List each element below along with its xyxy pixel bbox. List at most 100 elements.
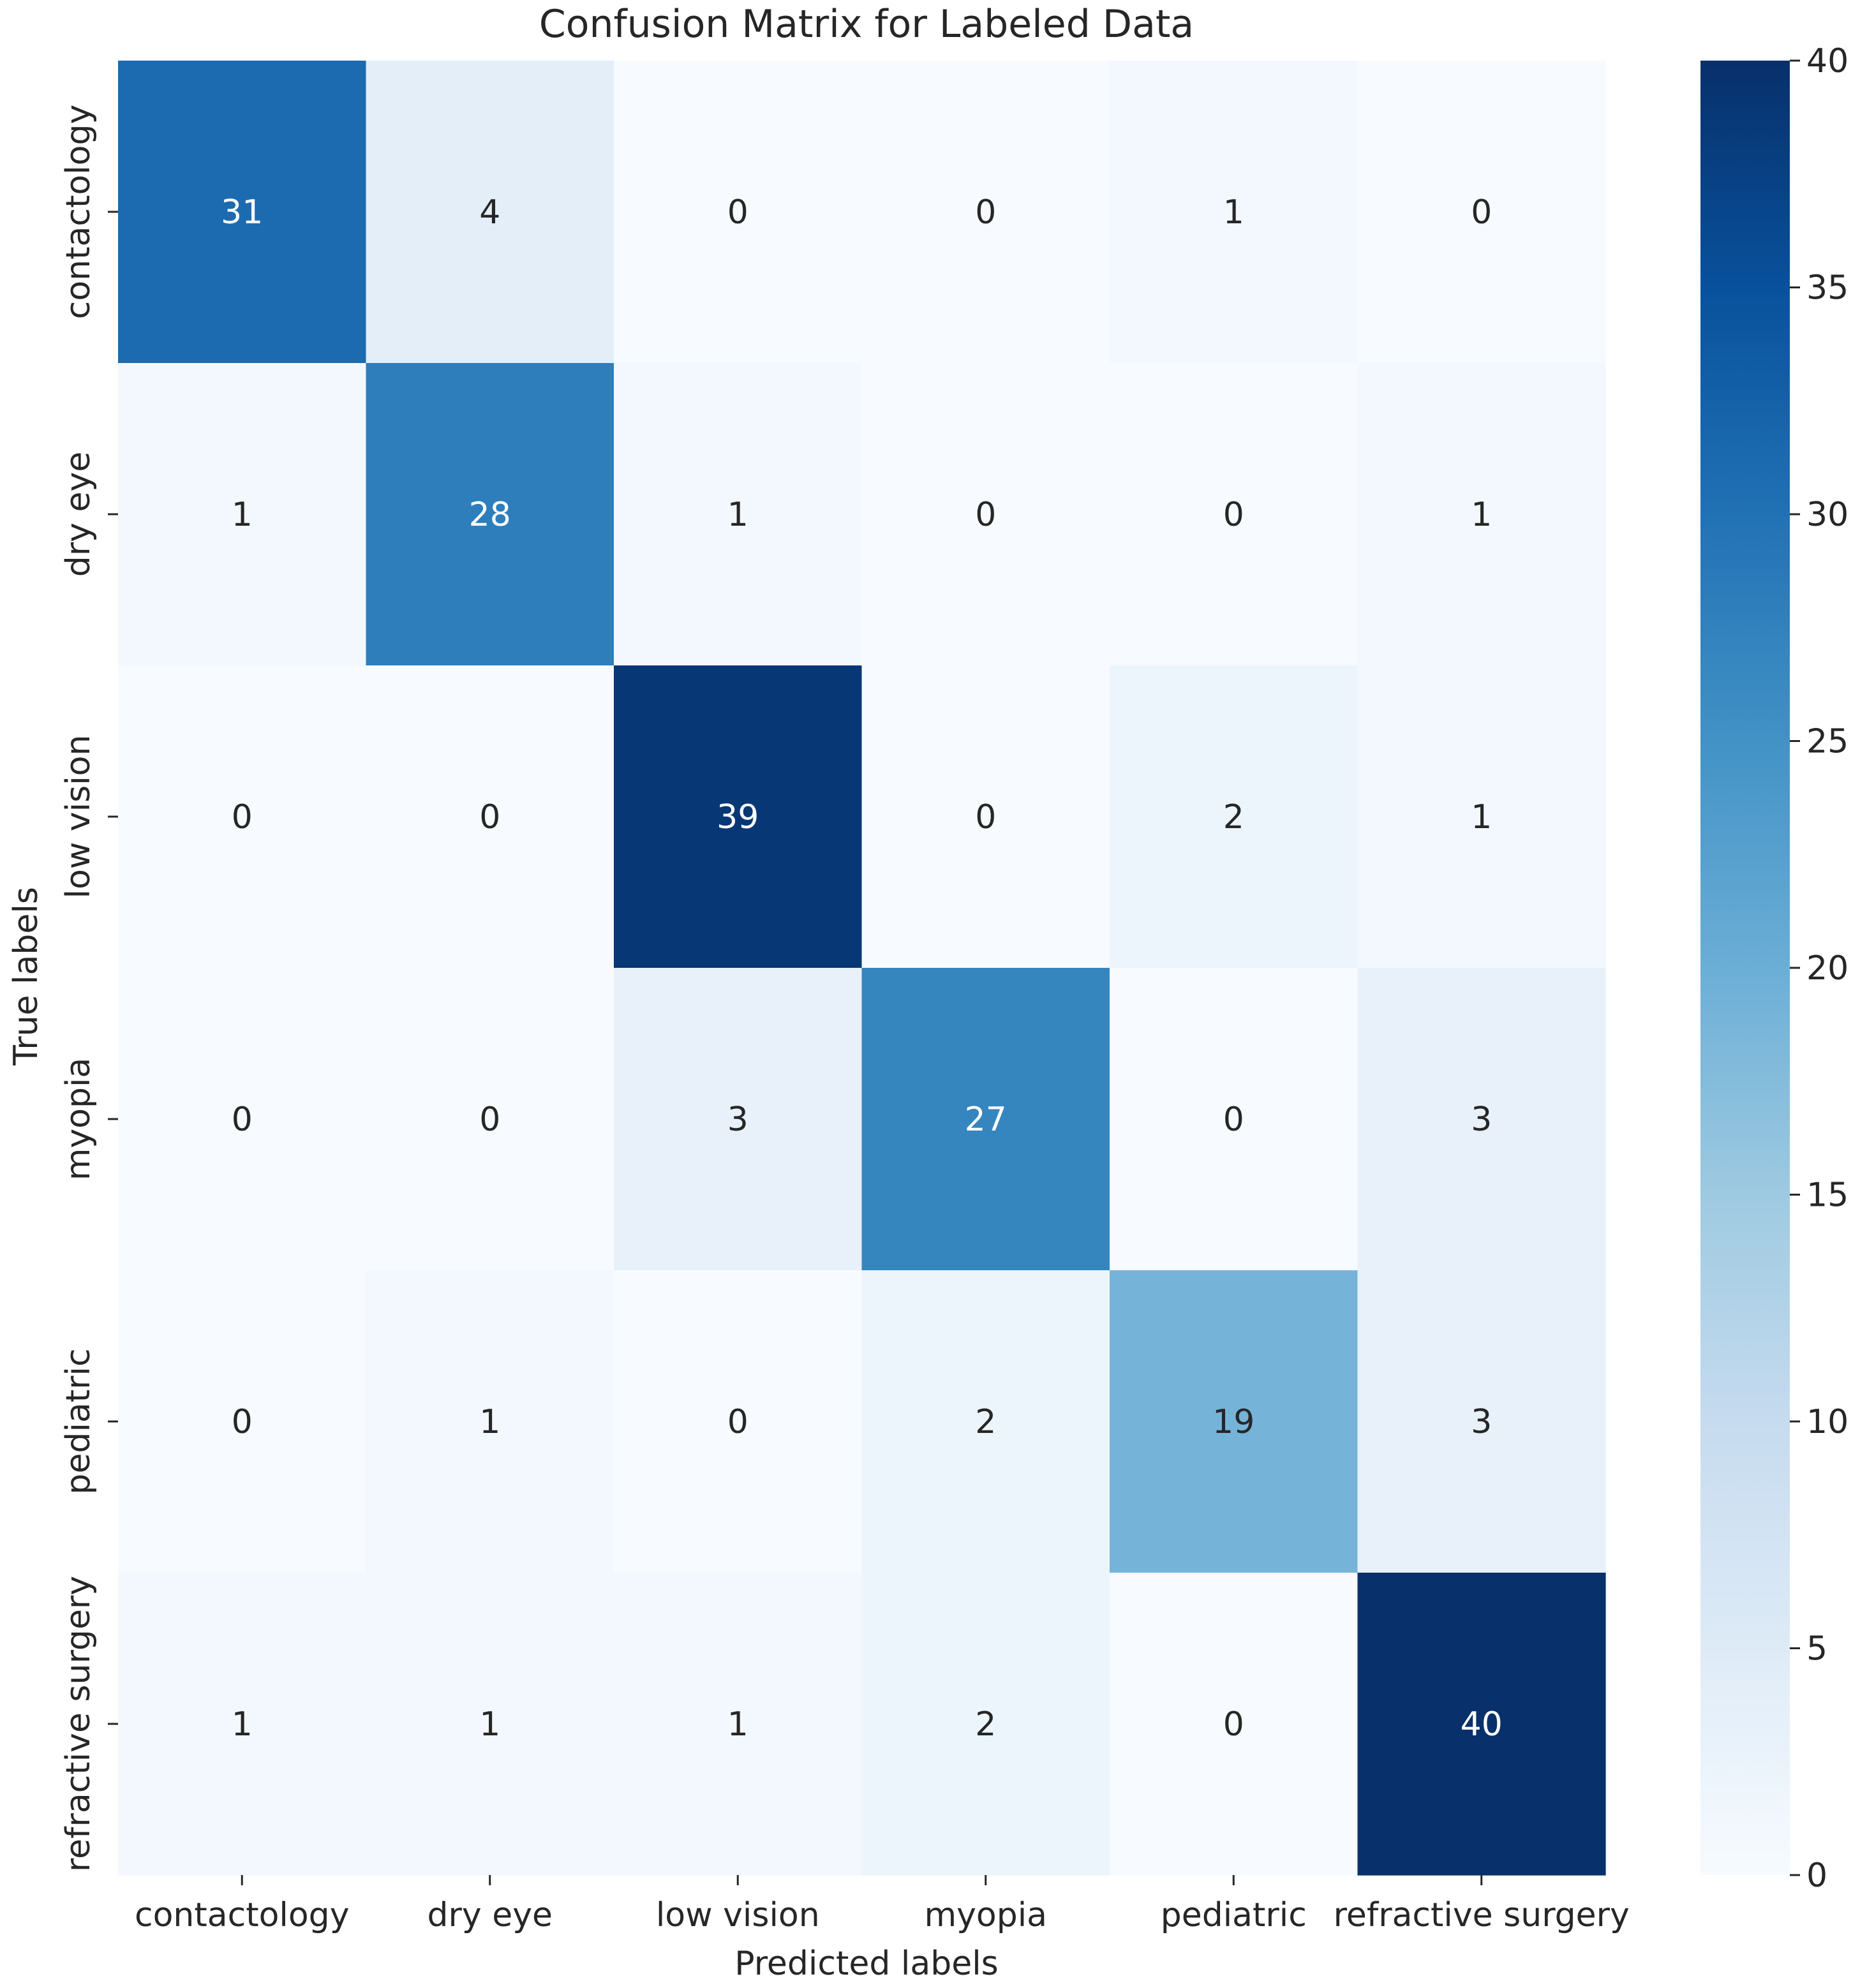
y-tick-label: dry eye [59,452,98,577]
colorbar-tick-label: 35 [1806,269,1849,308]
colorbar-gradient [1700,61,1790,1875]
heatmap-cell-pediatric-refractive-surgery [1357,1270,1606,1573]
x-axis-label: Predicted labels [734,1945,999,1983]
heatmap-cell-myopia-contactology [118,968,367,1271]
heatmap-cell-low-vision-low-vision [614,665,863,968]
heatmap-cell-pediatric-low-vision [614,1270,863,1573]
cell-value-label: 39 [717,798,759,836]
heatmap-cell-dry-eye-refractive-surgery [1357,363,1606,666]
cell-value-label: 0 [232,1403,253,1441]
x-tick-label: contactology [135,1896,349,1934]
cell-value-label: 0 [1223,1101,1244,1139]
y-tick-label: low vision [59,735,98,899]
cell-value-label: 0 [1471,193,1492,232]
cell-value-label: 0 [1223,1705,1244,1744]
x-tick-label: myopia [924,1896,1047,1934]
cell-value-label: 0 [232,1101,253,1139]
y-tick-label: contactology [59,105,98,319]
x-tick-label: low vision [656,1896,820,1934]
heatmap-cell-refractive-surgery-myopia [861,1573,1110,1876]
heatmap-cell-pediatric-pediatric [1110,1270,1358,1573]
heatmap-cell-dry-eye-dry-eye [366,363,614,666]
heatmap-cell-refractive-surgery-pediatric [1110,1573,1358,1876]
x-axis-ticks: contactology dry eye low vision myopia pedia… [135,1875,1630,1934]
cell-value-label: 0 [727,193,748,232]
colorbar-tick-label: 40 [1806,42,1849,80]
cell-value-label: 0 [479,798,500,836]
cell-value-label: 1 [1223,193,1244,232]
cell-value-label: 40 [1461,1705,1503,1744]
cell-value-label: 3 [1471,1403,1492,1441]
colorbar-tick-label: 20 [1806,949,1849,988]
cell-value-label: 1 [479,1403,500,1441]
heatmap-cell-dry-eye-myopia [861,363,1110,666]
colorbar-tick-label: 5 [1806,1630,1827,1668]
heatmap-cell-contactology-low-vision [614,61,863,364]
cell-value-label: 1 [232,496,253,534]
cell-value-label: 2 [1223,798,1244,836]
y-tick-label: myopia [59,1058,98,1181]
heatmap-cell-refractive-surgery-dry-eye [366,1573,614,1876]
cell-value-label: 2 [975,1403,996,1441]
heatmap-cell-myopia-myopia [861,968,1110,1271]
heatmap-cell-myopia-refractive-surgery [1357,968,1606,1271]
cell-value-label: 0 [975,798,996,836]
cell-value-label: 0 [975,193,996,232]
heatmap-cell-dry-eye-contactology [118,363,367,666]
cell-value-label: 19 [1212,1403,1254,1441]
heatmap-cell-pediatric-contactology [118,1270,367,1573]
heatmap-cell-contactology-dry-eye [366,61,614,364]
cell-value-label: 31 [221,193,263,232]
heatmap-cell-dry-eye-pediatric [1110,363,1358,666]
y-tick-label: refractive surgery [59,1576,98,1872]
heatmap-cell-pediatric-dry-eye [366,1270,614,1573]
colorbar-tick-label: 25 [1806,723,1849,761]
cell-value-label: 3 [727,1101,748,1139]
x-tick-label: pediatric [1161,1896,1307,1934]
cell-value-label: 1 [727,1705,748,1744]
heatmap-cell-contactology-contactology [118,61,367,364]
colorbar-tick-label: 10 [1806,1403,1849,1441]
cell-value-label: 28 [469,496,511,534]
heatmap-cells [118,61,1606,1876]
cell-value-label: 0 [232,798,253,836]
heatmap-cell-refractive-surgery-contactology [118,1573,367,1876]
heatmap-cell-low-vision-myopia [861,665,1110,968]
cell-value-label: 0 [1223,496,1244,534]
heatmap-cell-labels: 31 4 0 0 1 01 28 1 0 0 10 0 39 0 2 10 0 3 27 0 30 1 0 2 19 31 1 1 2 0… [221,193,1503,1744]
heatmap-cell-contactology-refractive-surgery [1357,61,1606,364]
y-axis-ticks: contactology dry eye low vision myopia pedia… [59,105,118,1872]
heatmap-cell-refractive-surgery-low-vision [614,1573,863,1876]
x-tick-label: refractive surgery [1334,1896,1630,1934]
heatmap-cell-dry-eye-low-vision [614,363,863,666]
colorbar-tick-label: 0 [1806,1857,1827,1895]
y-tick-label: pediatric [59,1348,98,1494]
colorbar-tick-label: 15 [1806,1176,1849,1215]
heatmap-cell-refractive-surgery-refractive-surgery [1357,1573,1606,1876]
heatmap-cell-pediatric-myopia [861,1270,1110,1573]
cell-value-label: 0 [975,496,996,534]
cell-value-label: 1 [727,496,748,534]
colorbar: 0 5 10 15 20 25 30 35 40 [1700,42,1849,1895]
chart-title: Confusion Matrix for Labeled Data [539,2,1194,47]
cell-value-label: 3 [1471,1101,1492,1139]
x-tick-label: dry eye [428,1896,553,1934]
cell-value-label: 27 [965,1101,1007,1139]
y-axis-label: True labels [7,887,45,1066]
heatmap-cell-myopia-pediatric [1110,968,1358,1271]
cell-value-label: 4 [479,193,500,232]
heatmap-cell-low-vision-contactology [118,665,367,968]
heatmap-cell-contactology-pediatric [1110,61,1358,364]
cell-value-label: 2 [975,1705,996,1744]
cell-value-label: 1 [1471,798,1492,836]
colorbar-tick-label: 30 [1806,496,1849,534]
cell-value-label: 0 [727,1403,748,1441]
heatmap-cell-contactology-myopia [861,61,1110,364]
cell-value-label: 1 [232,1705,253,1744]
cell-value-label: 1 [1471,496,1492,534]
cell-value-label: 0 [479,1101,500,1139]
heatmap-cell-myopia-dry-eye [366,968,614,1271]
heatmap-cell-low-vision-refractive-surgery [1357,665,1606,968]
